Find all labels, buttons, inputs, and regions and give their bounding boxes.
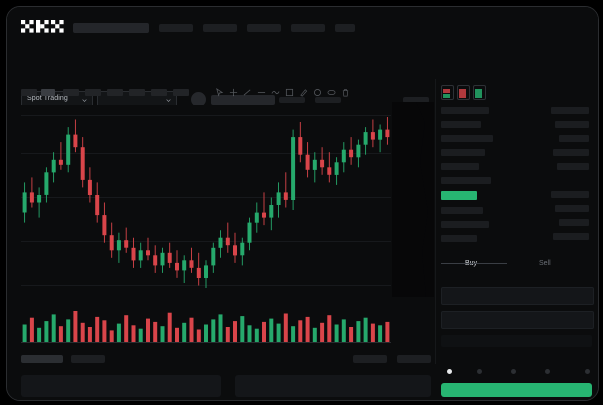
pagination-dot-3[interactable]: [511, 369, 516, 374]
pencil-icon[interactable]: [299, 88, 308, 97]
tab-sell[interactable]: Sell: [539, 260, 551, 267]
hline-icon[interactable]: [257, 88, 266, 97]
candlestick-series: [22, 117, 390, 288]
submit-order-button[interactable]: [441, 383, 592, 397]
bottom-tab-1[interactable]: [21, 355, 63, 363]
order-book-size-cell: [553, 233, 589, 240]
interval-6[interactable]: [129, 89, 145, 96]
order-book-ask-row[interactable]: [441, 121, 481, 128]
chevron-down-icon: [82, 99, 87, 102]
order-book-size-cell: [551, 191, 589, 198]
order-book-size-cell: [553, 149, 589, 156]
stat-last-price: [279, 97, 305, 103]
interval-7[interactable]: [151, 89, 167, 96]
order-book-size-cell: [551, 107, 589, 114]
interval-1[interactable]: [21, 89, 37, 96]
tablet-frame: Spot Trading: [6, 6, 599, 401]
order-price-input[interactable]: [441, 287, 594, 305]
order-book-bid-row[interactable]: [441, 221, 489, 228]
order-book-size-cell: [559, 219, 589, 226]
bottom-panel-box-right: [235, 375, 431, 397]
order-book-ask-row[interactable]: [441, 163, 479, 170]
order-book-bid-row[interactable]: [441, 207, 483, 214]
chart-overlay-panel: [392, 102, 434, 297]
interval-8[interactable]: [173, 89, 189, 96]
price-chart[interactable]: [21, 105, 391, 300]
order-book-size-cell: [559, 135, 589, 142]
bottom-right-tab-1[interactable]: [353, 355, 387, 363]
pair-name-label: [211, 95, 275, 105]
bottom-tab-2[interactable]: [71, 355, 105, 363]
book-bids-icon[interactable]: [473, 85, 486, 100]
top-navigation-bar: [7, 7, 598, 41]
trendline-icon[interactable]: [243, 88, 252, 97]
order-slider[interactable]: [441, 335, 592, 347]
tab-active-underline: [441, 263, 507, 264]
shapes-icon[interactable]: [285, 88, 294, 97]
order-form-tabs: Buy Sell: [435, 257, 598, 279]
crosshair-icon[interactable]: [229, 88, 238, 97]
wave-icon[interactable]: [271, 88, 280, 97]
magnet-icon[interactable]: [313, 88, 322, 97]
cursor-icon[interactable]: [215, 88, 224, 97]
chevron-down-icon: [166, 99, 171, 102]
order-book-ask-row[interactable]: [441, 149, 485, 156]
order-amount-input[interactable]: [441, 311, 594, 329]
pagination-dot-1[interactable]: [447, 369, 452, 374]
coin-avatar: [191, 92, 206, 107]
trash-icon[interactable]: [341, 88, 350, 97]
bottom-right-tab-2[interactable]: [397, 355, 431, 363]
order-book-size-cell: [555, 205, 589, 212]
nav-item-1[interactable]: [159, 24, 193, 32]
volume-histogram: [21, 311, 391, 343]
app-screen: Spot Trading: [7, 7, 598, 400]
overlay-shape: [392, 102, 434, 297]
pagination-dot-4[interactable]: [545, 369, 550, 374]
chart-toolbar: [7, 85, 435, 103]
stat-high: [403, 97, 429, 103]
pagination-dots: [441, 367, 596, 377]
nav-item-5[interactable]: [335, 24, 355, 32]
order-book-bid-row[interactable]: [441, 235, 477, 242]
interval-4[interactable]: [85, 89, 101, 96]
order-book-size-cell: [557, 163, 589, 170]
book-both-icon[interactable]: [441, 85, 454, 100]
order-book-best-bid-row[interactable]: [441, 191, 477, 200]
book-asks-icon[interactable]: [457, 85, 470, 100]
bottom-panel: [7, 347, 435, 400]
global-search-input[interactable]: [73, 23, 149, 33]
interval-5[interactable]: [107, 89, 123, 96]
nav-item-4[interactable]: [291, 24, 325, 32]
interval-2[interactable]: [41, 89, 55, 96]
okx-logo[interactable]: [21, 20, 65, 33]
pagination-dot-2[interactable]: [477, 369, 482, 374]
order-book-ask-row[interactable]: [441, 107, 489, 114]
order-book-ask-row[interactable]: [441, 177, 491, 184]
stat-change: [315, 97, 341, 103]
pagination-dot-5[interactable]: [585, 369, 590, 374]
market-header-bar: Spot Trading: [7, 41, 598, 110]
order-book-view-toggles: [441, 85, 501, 100]
interval-3[interactable]: [63, 89, 79, 96]
nav-item-3[interactable]: [247, 24, 281, 32]
nav-item-2[interactable]: [203, 24, 237, 32]
order-book-size-cell: [555, 121, 589, 128]
order-book-ask-row[interactable]: [441, 135, 493, 142]
bottom-panel-box-left: [21, 375, 221, 397]
eye-icon[interactable]: [327, 88, 336, 97]
market-mode-label: Spot Trading: [27, 95, 68, 102]
